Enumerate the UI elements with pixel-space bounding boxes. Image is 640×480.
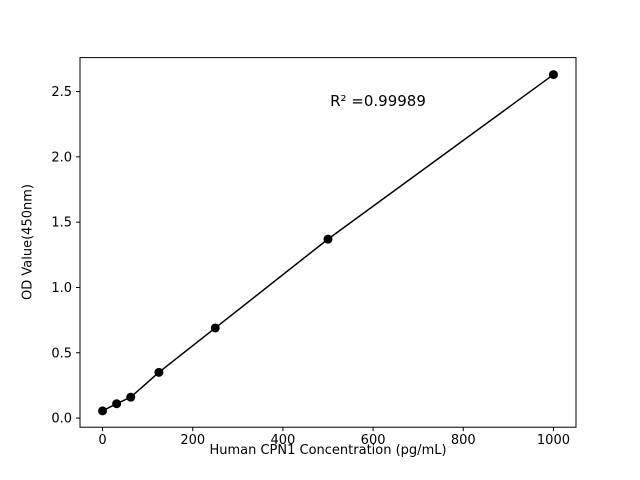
axes-frame: [79, 57, 577, 428]
x-tick-label: 0: [98, 433, 106, 448]
y-axis-label: OD Value(450nm): [20, 184, 36, 300]
x-axis-label: Human CPN1 Concentration (pg/mL): [209, 443, 447, 458]
data-point: [112, 399, 122, 409]
data-point: [154, 367, 164, 377]
x-tick-label: 600: [361, 433, 386, 448]
x-tick-label: 400: [270, 433, 295, 448]
data-point: [548, 70, 558, 80]
data-point: [98, 406, 108, 416]
r-squared-annotation: R² =0.99989: [330, 92, 426, 110]
x-tick-label: 800: [451, 433, 476, 448]
data-point: [323, 234, 333, 244]
y-tick-label: 2.5: [51, 85, 72, 100]
y-tick-label: 1.5: [51, 216, 72, 231]
y-tick-label: 0.0: [51, 412, 72, 427]
y-tick-label: 1.0: [51, 281, 72, 296]
x-tick-label: 200: [180, 433, 205, 448]
y-tick-label: 0.5: [51, 346, 72, 361]
data-point: [126, 392, 136, 402]
data-point: [210, 323, 220, 333]
x-tick-label: 1000: [537, 433, 570, 448]
y-tick-label: 2.0: [51, 150, 72, 165]
